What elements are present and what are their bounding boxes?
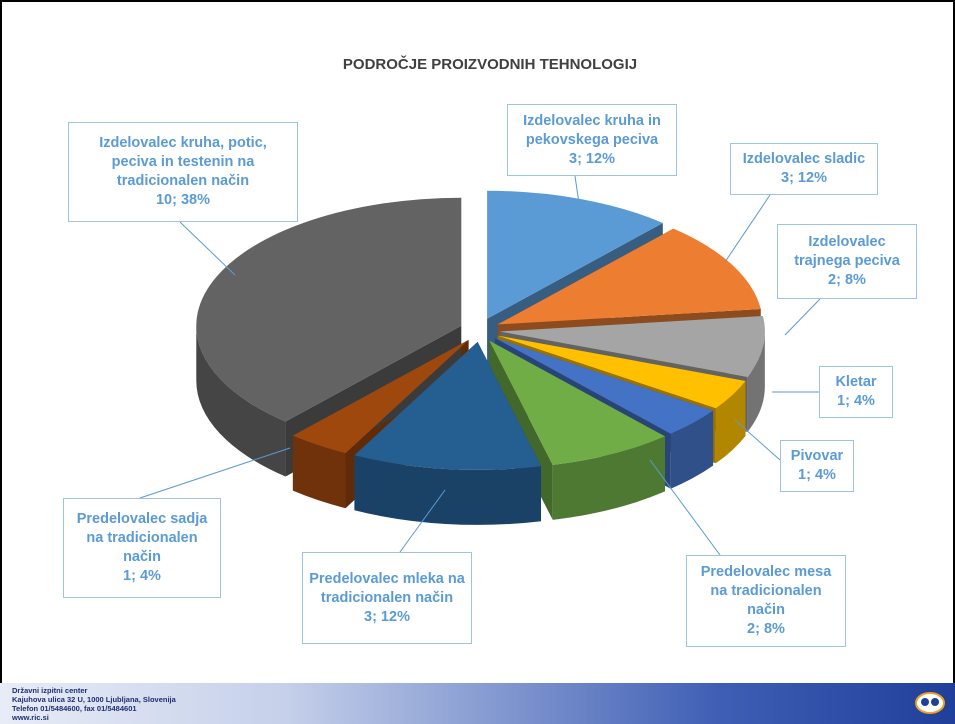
label-value: 2; 8% xyxy=(747,621,785,637)
data-label: Izdelovalec kruha, potic, peciva in test… xyxy=(68,122,298,222)
slice-side xyxy=(747,331,765,432)
label-value: 1; 4% xyxy=(123,568,161,584)
label-value: 3; 12% xyxy=(569,150,615,167)
slice xyxy=(292,339,469,454)
label-category: Izdelovalec kruha in pekovskega peciva xyxy=(523,112,661,148)
label-category: Kletar xyxy=(835,374,877,390)
slice-side xyxy=(292,435,346,509)
slice-side xyxy=(715,380,746,464)
footer: Državni izpitni center Kajuhova ulica 32… xyxy=(0,683,955,724)
slice xyxy=(499,316,765,377)
slice xyxy=(497,228,761,325)
label-category: Predelovalec mleka na tradicionalen nači… xyxy=(309,570,465,606)
slice xyxy=(489,340,666,465)
slice xyxy=(354,341,542,470)
leader-line xyxy=(784,298,821,336)
label-value: 2; 8% xyxy=(828,272,866,288)
footer-line: Telefon 01/5484600, fax 01/5484601 xyxy=(12,704,137,713)
slice xyxy=(494,337,714,434)
leader-line xyxy=(734,419,781,461)
slice-side xyxy=(354,455,542,525)
label-category: Predelovalec sadja na tradicionalen nači… xyxy=(76,511,208,565)
label-value: 3; 12% xyxy=(781,170,827,186)
footer-line: Državni izpitni center xyxy=(12,686,88,695)
data-label: Izdelovalec kruha in pekovskega peciva 3;… xyxy=(507,104,677,176)
slide-frame xyxy=(0,0,955,683)
logo xyxy=(915,692,945,714)
footer-text: Državni izpitni center Kajuhova ulica 32… xyxy=(12,686,176,722)
label-category: Izdelovalec sladic xyxy=(742,151,866,167)
leader-line xyxy=(574,175,581,211)
label-value: 3; 12% xyxy=(364,608,410,625)
leader-line xyxy=(649,459,721,556)
label-category: Izdelovalec kruha, potic, peciva in test… xyxy=(99,135,267,189)
footer-line: www.ric.si xyxy=(12,713,49,722)
slice-side xyxy=(670,410,714,489)
chart-title: PODROČJE PROIZVODNIH TEHNOLOGIJ xyxy=(342,56,638,73)
data-label: Predelovalec mleka na tradicionalen nači… xyxy=(302,552,472,644)
label-value: 1; 4% xyxy=(798,467,836,483)
label-category: Predelovalec mesa na tradicionalen način xyxy=(700,564,832,618)
data-label: Predelovalec sadja na tradicionalen nači… xyxy=(63,498,221,598)
label-category: Izdelovalec trajnega peciva xyxy=(794,234,900,269)
data-label: Kletar 1; 4% xyxy=(819,366,893,418)
data-label: Izdelovalec sladic 3; 12% xyxy=(730,143,878,195)
slice xyxy=(497,335,746,409)
slice-face xyxy=(285,197,462,477)
label-value: 10; 38% xyxy=(155,192,210,208)
label-value: 1; 4% xyxy=(837,393,875,409)
data-label: Pivovar 1; 4% xyxy=(780,440,854,492)
leader-line xyxy=(399,489,446,553)
slice xyxy=(196,197,462,422)
slice-side xyxy=(552,436,666,520)
label-category: Pivovar xyxy=(790,448,844,464)
data-label: Izdelovalec trajnega peciva 2; 8% xyxy=(777,224,917,299)
leader-line xyxy=(139,447,291,499)
slice xyxy=(487,190,663,319)
data-label: Predelovalec mesa na tradicionalen način… xyxy=(686,555,846,647)
leader-line xyxy=(179,221,236,276)
slice-side xyxy=(196,325,286,477)
footer-line: Kajuhova ulica 32 U, 1000 Ljubljana, Slo… xyxy=(12,695,176,704)
chart xyxy=(139,175,821,556)
leader-line xyxy=(724,194,771,263)
